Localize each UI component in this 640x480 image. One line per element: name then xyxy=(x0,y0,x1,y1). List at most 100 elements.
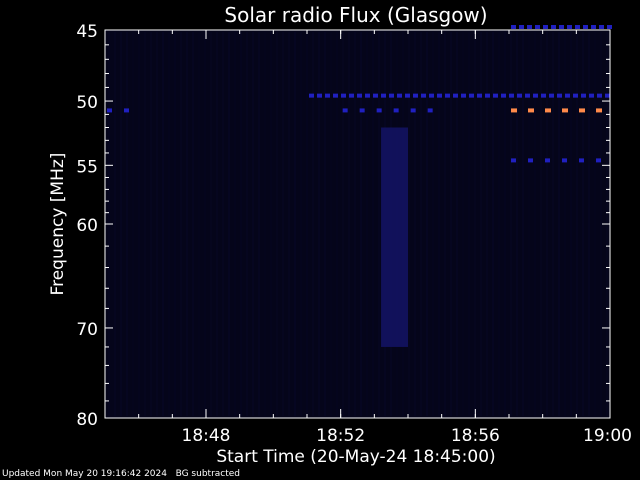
interference-dash xyxy=(421,93,426,98)
interference-dash xyxy=(309,93,314,98)
noise-column xyxy=(234,32,236,416)
interference-dash xyxy=(511,24,516,29)
chart-title: Solar radio Flux (Glasgow) xyxy=(224,3,487,27)
noise-column xyxy=(372,32,374,416)
interference-dash xyxy=(461,93,466,98)
interference-dash xyxy=(485,93,490,98)
interference-dash xyxy=(551,24,556,29)
noise-column xyxy=(210,32,212,416)
x-tick-label: 19:00 xyxy=(583,426,632,446)
interference-dash xyxy=(325,93,330,98)
y-tick-label: 60 xyxy=(76,216,98,236)
noise-column xyxy=(180,32,182,416)
interference-dash xyxy=(493,93,498,98)
noise-column xyxy=(114,32,116,416)
y-tick-label: 45 xyxy=(76,22,98,42)
interference-dash xyxy=(549,93,554,98)
interference-dash xyxy=(565,93,570,98)
interference-dash xyxy=(429,93,434,98)
interference-dash xyxy=(607,24,612,29)
interference-dash xyxy=(562,108,568,113)
noise-column xyxy=(138,32,140,416)
interference-dash xyxy=(543,24,548,29)
noise-column xyxy=(348,32,350,416)
noise-column xyxy=(162,32,164,416)
noise-column xyxy=(516,32,518,416)
burst-band xyxy=(381,127,408,347)
noise-column xyxy=(318,32,320,416)
noise-column xyxy=(366,32,368,416)
interference-dash xyxy=(596,108,602,113)
interference-dash xyxy=(528,108,534,113)
noise-column xyxy=(300,32,302,416)
interference-dash xyxy=(124,108,129,113)
interference-dash xyxy=(393,108,399,113)
noise-texture xyxy=(108,32,608,416)
interference-dash xyxy=(575,24,580,29)
noise-column xyxy=(312,32,314,416)
noise-column xyxy=(120,32,122,416)
interference-dash xyxy=(107,108,112,113)
x-tick-label: 18:52 xyxy=(316,426,365,446)
interference-dash xyxy=(581,93,586,98)
noise-column xyxy=(174,32,176,416)
noise-column xyxy=(528,32,530,416)
y-tick-label: 50 xyxy=(76,93,98,113)
noise-column xyxy=(282,32,284,416)
interference-dash xyxy=(389,93,394,98)
interference-dash xyxy=(469,93,474,98)
noise-column xyxy=(600,32,602,416)
noise-column xyxy=(552,32,554,416)
noise-column xyxy=(126,32,128,416)
noise-column xyxy=(576,32,578,416)
noise-column xyxy=(222,32,224,416)
noise-column xyxy=(270,32,272,416)
noise-column xyxy=(462,32,464,416)
interference-dash xyxy=(453,93,458,98)
interference-dash xyxy=(349,93,354,98)
interference-dash xyxy=(333,93,338,98)
interference-dash xyxy=(342,108,348,113)
interference-dash xyxy=(528,158,533,163)
interference-dash xyxy=(559,24,564,29)
noise-column xyxy=(330,32,332,416)
noise-column xyxy=(168,32,170,416)
noise-column xyxy=(582,32,584,416)
noise-column xyxy=(378,32,380,416)
interference-dash xyxy=(605,93,610,98)
interference-dash xyxy=(373,93,378,98)
interference-dash xyxy=(519,24,524,29)
noise-column xyxy=(228,32,230,416)
noise-column xyxy=(438,32,440,416)
interference-dash xyxy=(527,24,532,29)
noise-column xyxy=(414,32,416,416)
noise-column xyxy=(276,32,278,416)
interference-dash xyxy=(413,93,418,98)
noise-column xyxy=(336,32,338,416)
interference-dash xyxy=(511,158,516,163)
noise-column xyxy=(144,32,146,416)
interference-dash xyxy=(405,93,410,98)
y-tick-label: 70 xyxy=(76,320,98,340)
interference-dash xyxy=(579,158,584,163)
interference-dash xyxy=(445,93,450,98)
y-axis-label-text: Frequency xyxy=(48,202,68,295)
interference-dash xyxy=(525,93,530,98)
noise-column xyxy=(252,32,254,416)
noise-column xyxy=(324,32,326,416)
updated-timestamp: Updated Mon May 20 19:16:42 2024 xyxy=(2,469,167,479)
x-axis-label: Start Time (20-May-24 18:45:00) xyxy=(216,447,495,467)
noise-column xyxy=(504,32,506,416)
interference-dash xyxy=(557,93,562,98)
interference-dash xyxy=(599,24,604,29)
noise-column xyxy=(354,32,356,416)
noise-column xyxy=(558,32,560,416)
noise-column xyxy=(426,32,428,416)
noise-column xyxy=(564,32,566,416)
noise-column xyxy=(450,32,452,416)
noise-column xyxy=(444,32,446,416)
noise-column xyxy=(288,32,290,416)
interference-dash xyxy=(381,93,386,98)
interference-dash xyxy=(317,93,322,98)
